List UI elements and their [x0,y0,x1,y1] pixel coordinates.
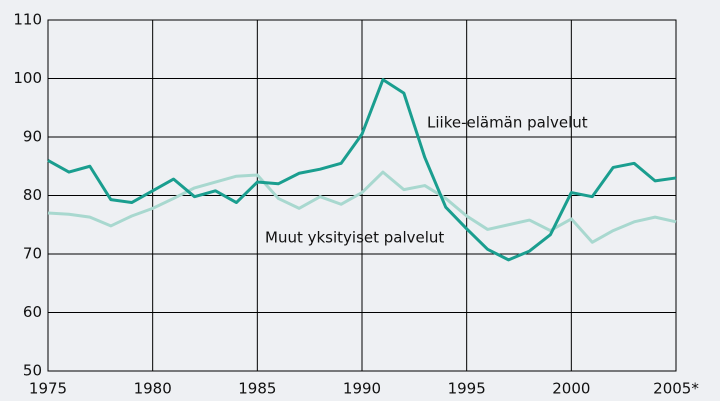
x-tick-label: 2005* [653,380,699,398]
line-series [47,78,677,262]
x-tick-label: 1980 [134,380,172,398]
x-tick-label: 2000 [552,380,590,398]
y-tick-label: 90 [23,128,42,146]
x-tick-label: 1990 [343,380,381,398]
x-tick-label: 1975 [29,380,67,398]
line-series [47,170,677,244]
y-tick-label: 100 [13,69,42,87]
y-tick-label: 80 [23,186,42,204]
x-tick-label: 1985 [238,380,276,398]
y-tick-label: 60 [23,303,42,321]
y-tick-label: 70 [23,245,42,263]
x-tick-label: 1995 [448,380,486,398]
y-tick-label: 50 [23,362,42,380]
series-label: Muut yksityiset palvelut [265,229,444,247]
series-label: Liike-elämän palvelut [427,114,588,132]
y-tick-label: 110 [13,11,42,29]
